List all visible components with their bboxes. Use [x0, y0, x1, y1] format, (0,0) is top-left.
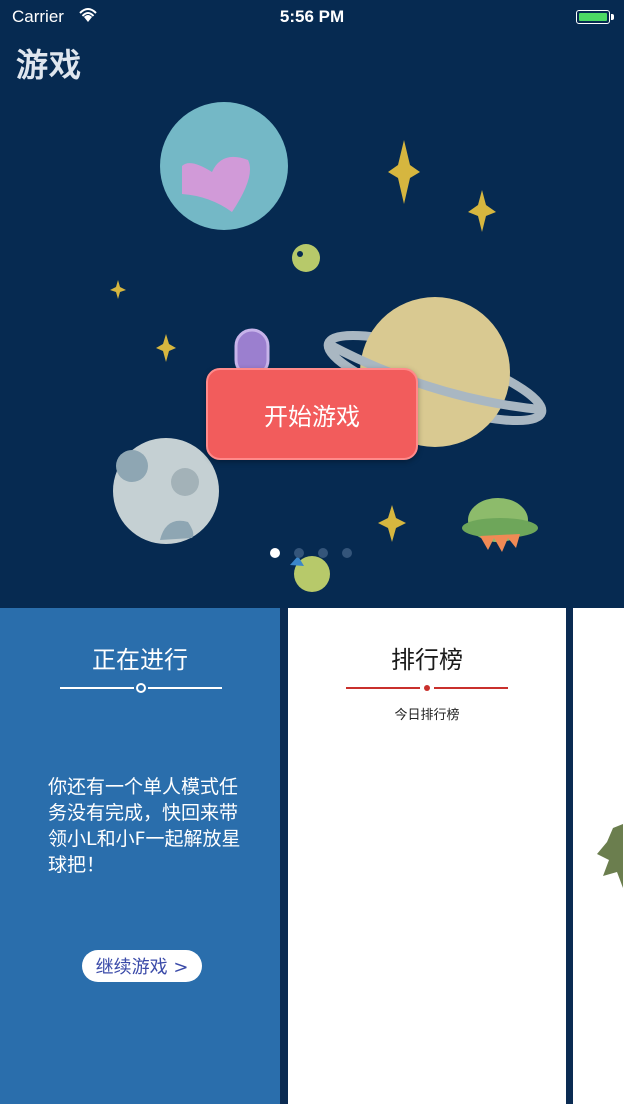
- continue-game-button[interactable]: 继续游戏 >: [82, 950, 202, 982]
- page-indicator[interactable]: [270, 548, 352, 558]
- title-divider: [346, 685, 508, 691]
- progress-message: 你还有一个单人模式任务没有完成，快回来带领小L和小F一起解放星球把！: [48, 776, 241, 876]
- start-game-button[interactable]: 开始游戏: [206, 368, 418, 460]
- leaderboard-subtitle: 今日排行榜: [394, 708, 460, 723]
- title-divider: [60, 683, 222, 693]
- monster-icon: [597, 824, 623, 888]
- next-card-peek[interactable]: [573, 608, 624, 1104]
- page-title: 游戏: [16, 46, 83, 84]
- status-bar: Carrier 5:56 PM: [0, 0, 624, 36]
- in-progress-title: 正在进行: [92, 646, 188, 674]
- leaderboard-title: 排行榜: [391, 646, 463, 674]
- in-progress-card[interactable]: 正在进行 你还有一个单人模式任务没有完成，快回来带领小L和小F一起解放星球把！ …: [0, 608, 280, 1104]
- carrier-label: Carrier: [12, 7, 64, 26]
- page-dot-2[interactable]: [294, 548, 304, 558]
- page-dot-4[interactable]: [342, 548, 352, 558]
- wifi-icon: [79, 8, 97, 22]
- space-illustration: [110, 102, 547, 592]
- page-dot-1[interactable]: [270, 548, 280, 558]
- status-time: 5:56 PM: [279, 7, 345, 26]
- page-dot-3[interactable]: [318, 548, 328, 558]
- leaderboard-card[interactable]: 排行榜 今日排行榜: [288, 608, 566, 1104]
- hero-banner: Carrier 5:56 PM 游戏 开始游戏: [0, 0, 624, 592]
- card-carousel[interactable]: 正在进行 你还有一个单人模式任务没有完成，快回来带领小L和小F一起解放星球把！ …: [0, 608, 624, 1104]
- battery-icon: [576, 10, 614, 24]
